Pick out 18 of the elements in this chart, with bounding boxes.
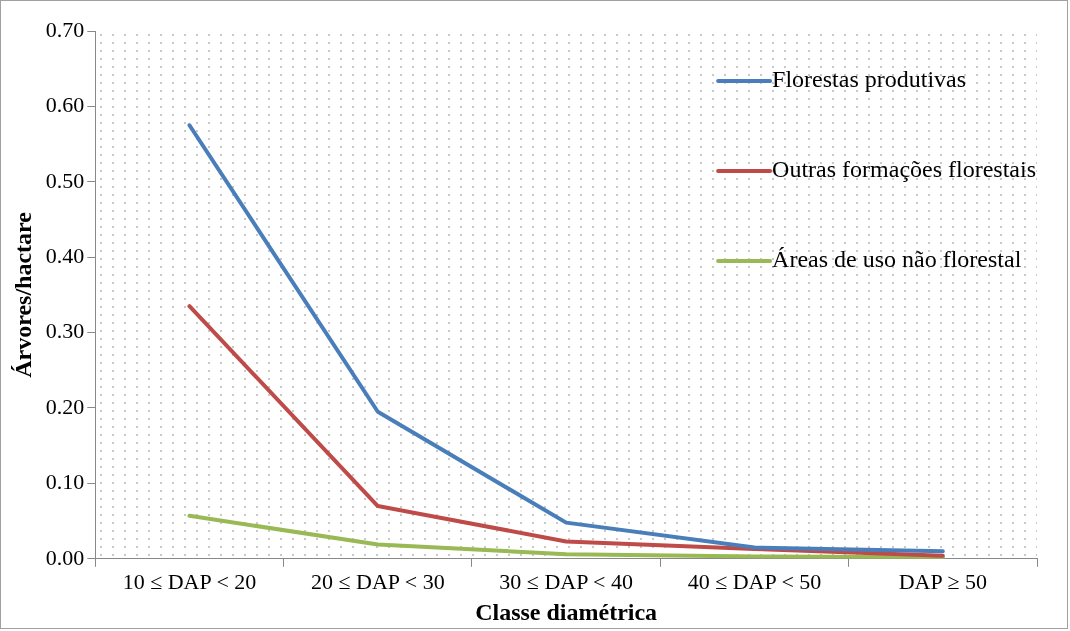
- y-tick-label: 0.00: [45, 544, 85, 570]
- x-tick-label: 10 ≤ DAP < 20: [122, 568, 257, 594]
- x-tick-label: 40 ≤ DAP < 50: [687, 568, 822, 594]
- x-tick-label: 30 ≤ DAP < 40: [499, 568, 633, 594]
- legend-label: Florestas produtivas: [772, 66, 967, 93]
- x-tick-label: 20 ≤ DAP < 30: [310, 568, 445, 594]
- y-tick-label: 0.40: [45, 242, 85, 268]
- legend-label: Outras formações florestais: [772, 156, 1036, 183]
- y-tick-label: 0.70: [45, 16, 85, 42]
- y-tick-label: 0.30: [45, 318, 85, 344]
- x-tick-label: DAP ≥ 50: [898, 568, 987, 594]
- y-axis-title: Árvores/hactare: [9, 211, 36, 378]
- y-tick-label: 0.50: [45, 167, 85, 193]
- y-tick-label: 0.10: [45, 469, 85, 495]
- y-tick-label: 0.20: [45, 393, 85, 419]
- x-axis-title: Classe diamétrica: [475, 598, 658, 625]
- y-tick-label: 0.60: [45, 92, 85, 118]
- legend-label: Áreas de uso não florestal: [772, 246, 1022, 273]
